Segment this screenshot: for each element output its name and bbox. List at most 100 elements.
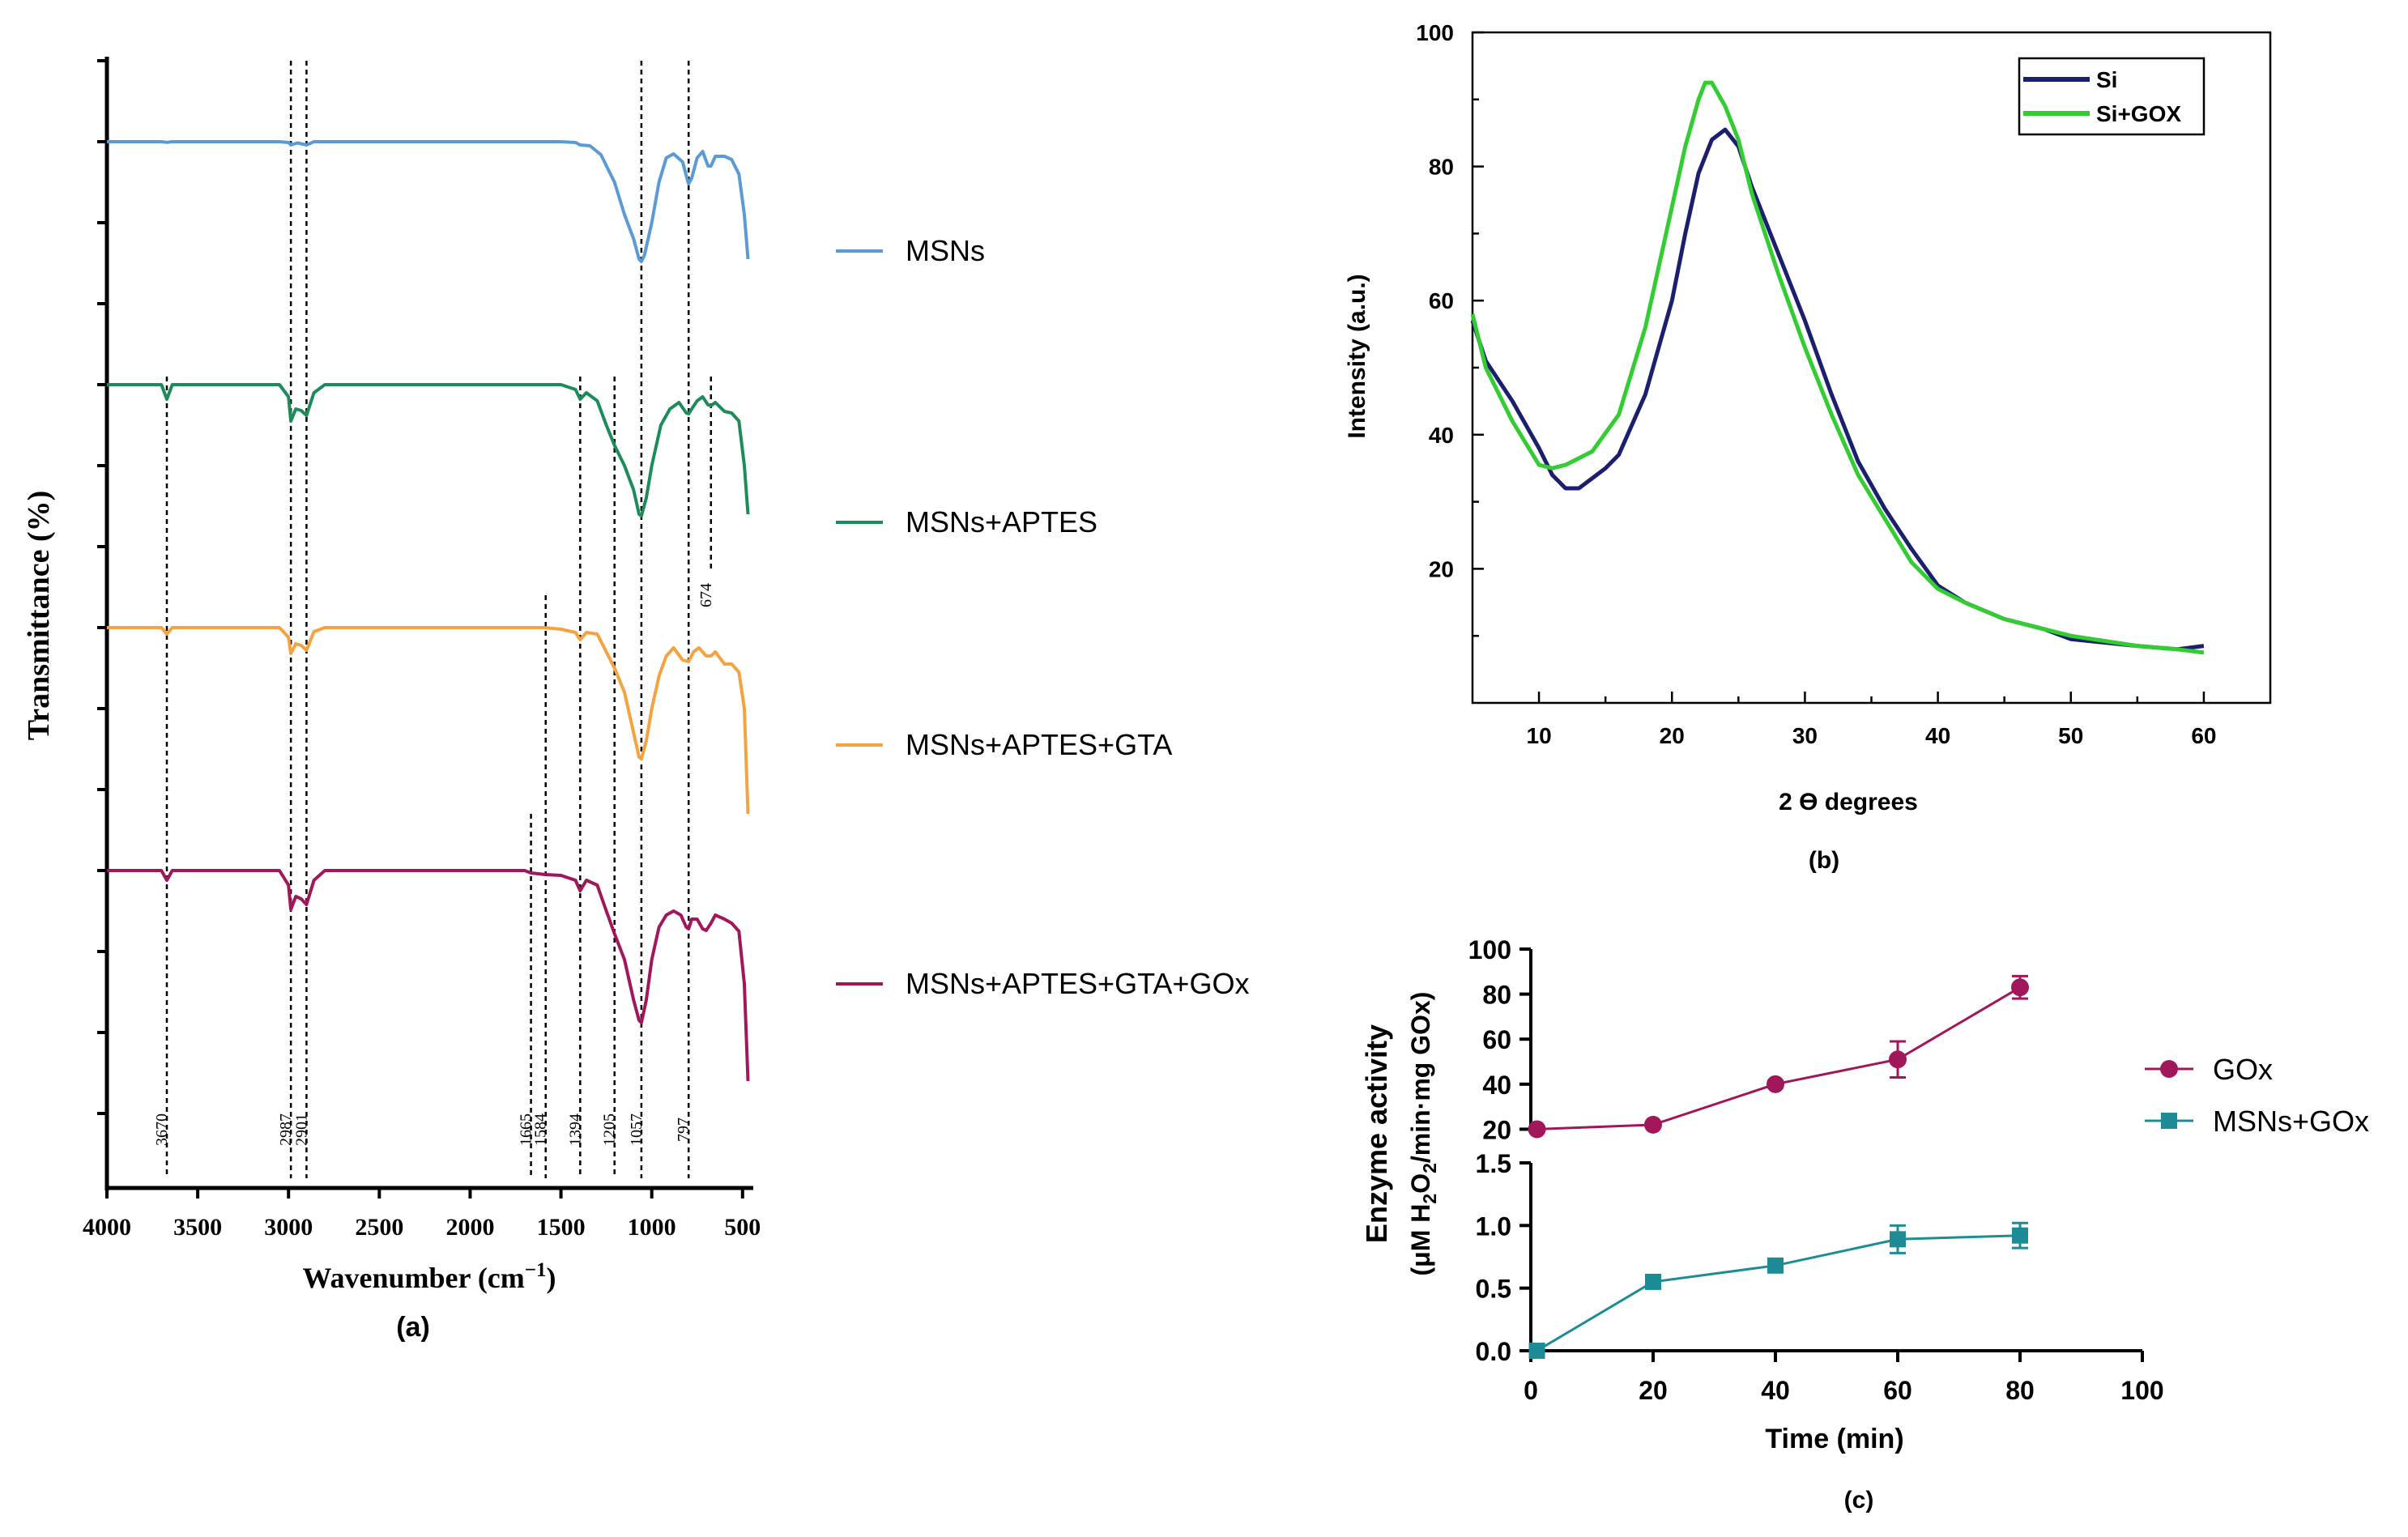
panel-c-y-tick-label: 60 xyxy=(1482,1025,1511,1054)
panel-c-series xyxy=(1528,974,2029,1359)
panel-a-x-tick-label: 1500 xyxy=(537,1214,586,1241)
panel-c-y-tick-label: 1.5 xyxy=(1476,1149,1511,1178)
panel-c-x-tick-label: 0 xyxy=(1524,1376,1538,1405)
panel-c-y-label-line1: Enzyme activity xyxy=(1360,1024,1393,1243)
panel-b-x-ticks: 10 20 30 40 50 60 xyxy=(1527,692,2216,748)
data-point xyxy=(1528,1120,1546,1139)
panel-a-ftir-chart: 4000 3500 3000 2500 2000 1500 1000 500 3670 2987… xyxy=(22,57,1249,1343)
panel-b-y-tick-label: 40 xyxy=(1429,423,1454,448)
panel-b-x-tick-label: 50 xyxy=(2058,723,2083,748)
data-point xyxy=(1889,1050,1907,1069)
panel-b-x-tick-label: 20 xyxy=(1660,723,1685,748)
legend-label: MSNs+APTES+GTA xyxy=(906,728,1172,761)
panel-b-y-tick-label: 100 xyxy=(1416,20,1454,45)
data-point xyxy=(1767,1075,1784,1093)
panel-b-x-tick-label: 10 xyxy=(1527,723,1552,748)
peak-label: 2901 xyxy=(292,1113,310,1146)
panel-a-x-ticks: 4000 3500 3000 2500 2000 1500 1000 500 xyxy=(83,1188,761,1241)
data-point xyxy=(2012,1227,2028,1244)
panel-a-x-tick-label: 4000 xyxy=(83,1214,131,1241)
panel-b-x-tick-label: 60 xyxy=(2191,723,2216,748)
panel-b-y-ticks: 20 40 60 80 100 xyxy=(1416,20,1484,637)
panel-a-x-tick-label: 2500 xyxy=(355,1214,403,1241)
panel-b-series xyxy=(1470,80,2205,655)
legend-si-gox-label: Si+GOX xyxy=(2096,101,2181,126)
spectrum-line xyxy=(107,626,750,815)
panel-c-legend: GOx MSNs+GOx xyxy=(2145,1053,2369,1138)
panel-c-y-tick-label: 20 xyxy=(1482,1115,1511,1144)
peak-label: 1394 xyxy=(566,1113,584,1146)
data-point xyxy=(1644,1115,1662,1134)
legend-msns-gox-marker xyxy=(2161,1113,2177,1129)
legend-label: MSNs+APTES+GTA+GOx xyxy=(906,967,1249,1000)
panel-c-enzyme-activity-chart: 20 40 60 80 100 0.0 0.5 1.0 1.5 0 20 40 60 80 100 Enz… xyxy=(1360,935,2369,1514)
panel-b-y-label: Intensity (a.u.) xyxy=(1344,274,1370,438)
spectrum-line xyxy=(107,140,750,263)
panel-b-xrd-chart: 20 40 60 80 100 10 20 30 40 50 60 Intensity (a.u.… xyxy=(1344,20,2272,874)
legend-msns-gox-label: MSNs+GOx xyxy=(2213,1105,2369,1138)
data-point xyxy=(2011,978,2029,997)
peak-label: 1205 xyxy=(601,1113,619,1146)
data-point xyxy=(1890,1231,1906,1248)
peak-label: 1665 xyxy=(518,1113,535,1146)
panel-a-legend: MSNs MSNs+APTES MSNs+APTES+GTA MSNs+APTES+G… xyxy=(836,234,1249,1000)
panel-b-y-tick-label: 60 xyxy=(1429,288,1454,313)
panel-c-x-tick-label: 60 xyxy=(1883,1376,1912,1405)
peak-label: 1057 xyxy=(628,1113,646,1146)
panel-b-legend: Si Si+GOX xyxy=(2018,57,2206,136)
panel-b-x-tick-label: 40 xyxy=(1925,723,1950,748)
panel-c-y-tick-label: 40 xyxy=(1482,1071,1511,1100)
panel-a-x-tick-label: 2000 xyxy=(445,1214,494,1241)
data-point xyxy=(1645,1273,1661,1290)
peak-label: 3670 xyxy=(153,1113,171,1146)
legend-label: MSNs xyxy=(906,234,985,267)
panel-c-x-tick-label: 80 xyxy=(2005,1376,2035,1405)
panel-a-x-tick-label: 3500 xyxy=(173,1214,222,1241)
legend-label: MSNs+APTES xyxy=(906,505,1097,539)
panel-c-x-tick-label: 20 xyxy=(1639,1376,1668,1405)
panel-a-series xyxy=(107,140,750,1082)
panel-c-x-tick-label: 100 xyxy=(2120,1376,2163,1405)
panel-a-x-tick-label: 3000 xyxy=(264,1214,313,1241)
panel-c-y-tick-label: 1.0 xyxy=(1476,1211,1511,1241)
legend-si-label: Si xyxy=(2096,67,2117,92)
xrd-line xyxy=(1470,80,2205,655)
panel-c-y-ticks: 20 40 60 80 100 0.0 0.5 1.0 1.5 xyxy=(1468,935,1531,1366)
panel-b-legend-box xyxy=(2018,57,2206,136)
panel-c-y-label-line2: (μM H2O2/min·mg GOx) xyxy=(1406,992,1440,1276)
panel-b-y-tick-label: 20 xyxy=(1429,556,1454,581)
panel-c-x-tick-label: 40 xyxy=(1761,1376,1790,1405)
panel-a-caption: (a) xyxy=(396,1312,430,1343)
panel-a-x-label: Wavenumber (cm−1) xyxy=(302,1259,556,1294)
data-point xyxy=(1767,1257,1784,1274)
activity-line xyxy=(1536,1234,2021,1352)
spectrum-line xyxy=(107,383,750,517)
panel-c-y-tick-label: 100 xyxy=(1468,935,1511,964)
panel-a-x-tick-label: 1000 xyxy=(628,1214,676,1241)
xrd-line xyxy=(1470,127,2205,652)
peak-label: 797 xyxy=(675,1118,693,1142)
activity-line xyxy=(1536,986,2021,1130)
legend-gox-marker xyxy=(2160,1060,2178,1078)
peak-label: 674 xyxy=(697,583,715,607)
panel-c-y-tick-label: 80 xyxy=(1482,981,1511,1010)
panel-c-x-ticks: 0 20 40 60 80 100 xyxy=(1524,1351,2164,1405)
panel-c-caption: (c) xyxy=(1844,1487,1874,1514)
panel-c-x-label: Time (min) xyxy=(1765,1424,1903,1454)
panel-a-y-label: Transmittance (%) xyxy=(22,491,56,741)
panel-c-y-tick-label: 0.0 xyxy=(1476,1337,1511,1366)
panel-a-x-tick-label: 500 xyxy=(724,1214,761,1241)
panel-b-x-tick-label: 30 xyxy=(1792,723,1818,748)
panel-a-y-ticks xyxy=(97,59,107,1115)
spectrum-line xyxy=(107,869,750,1082)
peak-label: 1584 xyxy=(532,1113,550,1146)
panel-c-y-tick-label: 0.5 xyxy=(1476,1275,1511,1304)
panel-b-caption: (b) xyxy=(1809,847,1839,874)
peak-label: 2987 xyxy=(277,1113,295,1146)
panel-b-y-tick-label: 80 xyxy=(1429,155,1454,180)
panel-b-x-label: 2 ϴ degrees xyxy=(1779,789,1918,815)
data-point xyxy=(1528,1343,1545,1359)
legend-gox-label: GOx xyxy=(2213,1053,2273,1086)
